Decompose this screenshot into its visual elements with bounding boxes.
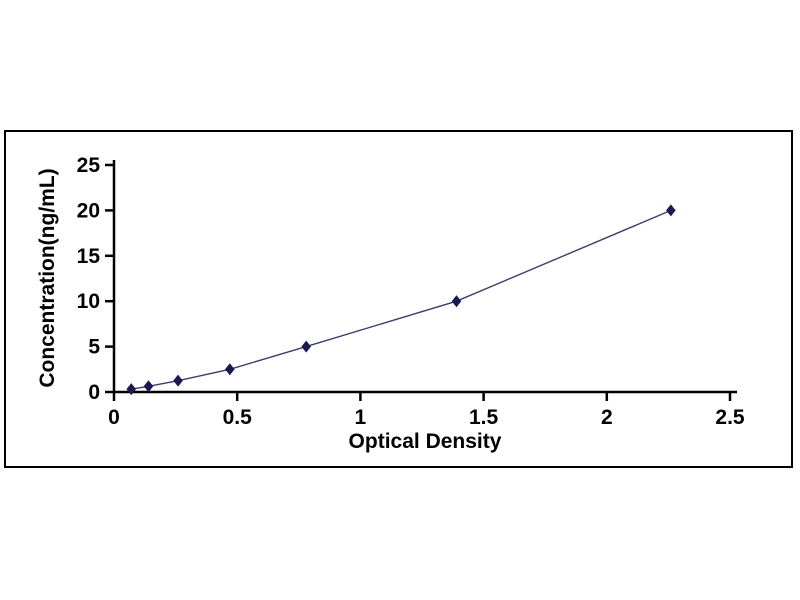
curve-line (131, 209, 672, 390)
x-axis-title: Optical Density (349, 430, 502, 453)
x-tick-label: 1.5 (469, 406, 499, 429)
y-axis-ticks: 0 5 10 15 20 25 (77, 154, 114, 404)
x-axis-ticks: 0 0.5 1 1.5 2 2.5 (108, 392, 745, 429)
y-tick-label: 0 (88, 381, 100, 404)
x-tick-label: 1 (355, 406, 367, 429)
data-point-marker (225, 363, 235, 376)
data-point-marker (173, 374, 183, 387)
data-point-marker (143, 380, 154, 393)
y-axis-title: Concentration(ng/mL) (36, 168, 59, 387)
y-tick-label: 10 (77, 290, 100, 313)
data-point-marker (451, 295, 462, 308)
x-tick-label: 2 (601, 406, 613, 429)
data-series (126, 204, 676, 396)
data-point-marker (126, 383, 137, 396)
data-point-marker (301, 340, 311, 353)
x-tick-label: 2.5 (715, 406, 745, 429)
data-point-marker (666, 204, 676, 217)
y-tick-label: 20 (77, 199, 100, 222)
y-tick-label: 5 (88, 336, 100, 359)
x-tick-label: 0 (108, 406, 120, 429)
chart-frame: 0 5 10 15 20 25 0 0.5 1 1.5 2 2.5 Optical Density … (4, 130, 793, 468)
x-tick-label: 0.5 (223, 406, 253, 429)
y-tick-label: 25 (77, 154, 101, 177)
y-tick-label: 15 (77, 245, 101, 268)
